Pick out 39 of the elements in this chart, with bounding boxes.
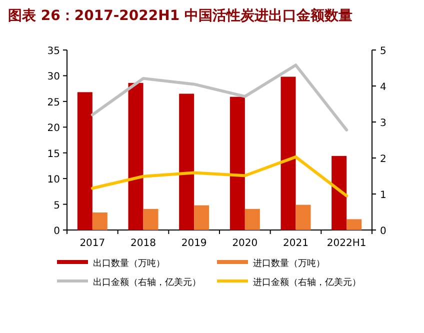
bar bbox=[194, 205, 210, 230]
bar bbox=[332, 156, 347, 230]
bar bbox=[280, 76, 296, 230]
y-tick-label: 10 bbox=[47, 174, 60, 186]
legend-label: 进口金额（右轴，亿美元） bbox=[253, 277, 361, 288]
x-tick-label: 2021 bbox=[283, 238, 308, 249]
bar bbox=[128, 82, 144, 230]
y-tick-label: 35 bbox=[47, 46, 60, 57]
bar bbox=[143, 208, 158, 230]
y-tick-label: 5 bbox=[54, 200, 60, 212]
legend-label: 出口金额（右轴，亿美元） bbox=[93, 277, 201, 288]
x-tick-label: 2020 bbox=[232, 238, 258, 249]
x-tick-label: 2018 bbox=[130, 238, 156, 249]
bar bbox=[296, 204, 311, 230]
y2-tick-label: 2 bbox=[380, 154, 386, 165]
line-series bbox=[90, 64, 348, 132]
y-tick-label: 15 bbox=[47, 148, 60, 160]
bar bbox=[244, 208, 260, 230]
y-tick-label: 0 bbox=[54, 226, 60, 237]
bar bbox=[346, 219, 362, 230]
y-tick-label: 20 bbox=[47, 123, 60, 134]
bar bbox=[179, 94, 194, 230]
x-tick-label: 2022H1 bbox=[326, 238, 366, 249]
x-tick-label: 2017 bbox=[80, 238, 106, 249]
y2-tick-label: 5 bbox=[380, 46, 386, 57]
chart-title: 图表 26：2017-2022H1 中国活性炭进出口金额数量 bbox=[8, 7, 352, 24]
y2-tick-label: 0 bbox=[380, 226, 386, 237]
bar bbox=[230, 96, 245, 230]
legend-label: 出口数量（万吨） bbox=[93, 258, 165, 269]
y2-tick-label: 1 bbox=[380, 190, 386, 201]
bar bbox=[77, 92, 92, 230]
bar bbox=[92, 212, 108, 230]
line-series bbox=[90, 155, 348, 198]
legend-label: 进口数量（万吨） bbox=[253, 258, 325, 269]
y-tick-label: 25 bbox=[47, 97, 60, 108]
y2-tick-label: 4 bbox=[380, 82, 386, 93]
x-tick-label: 2019 bbox=[181, 238, 207, 249]
y2-tick-label: 3 bbox=[380, 118, 386, 129]
y-tick-label: 30 bbox=[47, 72, 60, 83]
